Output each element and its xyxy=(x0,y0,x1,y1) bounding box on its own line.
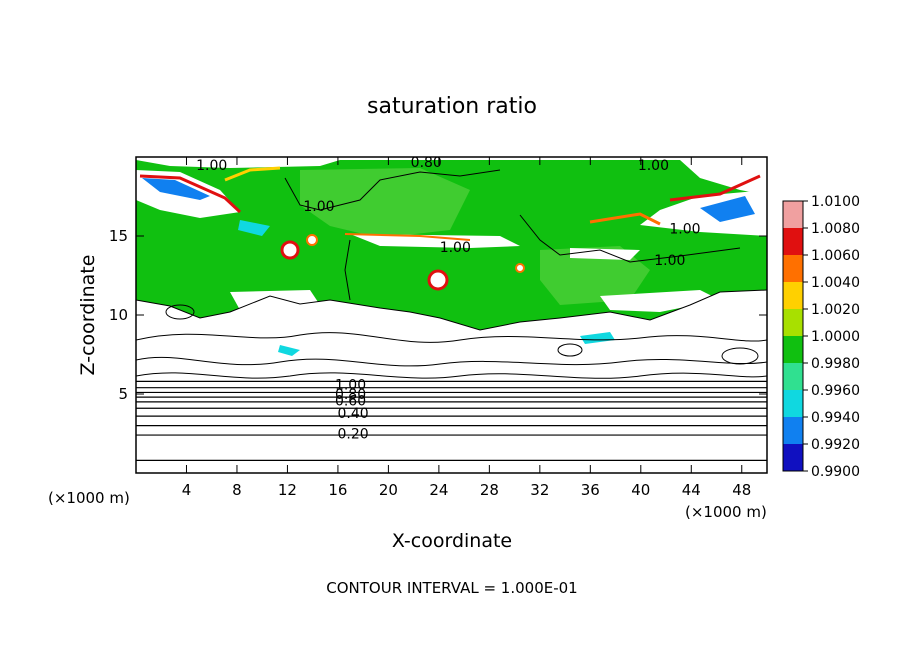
colorbar-swatch xyxy=(783,309,803,336)
contour-line xyxy=(557,343,583,357)
colorbar-label: 0.9960 xyxy=(811,383,860,399)
colorbar-label: 1.0100 xyxy=(811,194,860,210)
x-tick-label: 36 xyxy=(581,481,600,499)
contour-label: 1.00 xyxy=(303,199,334,215)
x-tick-label: 44 xyxy=(682,481,701,499)
y-axis-ticks: 5 10 15 xyxy=(109,227,767,403)
chart-title: saturation ratio xyxy=(367,94,537,119)
x-tick-label: 8 xyxy=(232,481,242,499)
contour-interval-note: CONTOUR INTERVAL = 1.000E-01 xyxy=(326,579,577,597)
saturation-field xyxy=(136,157,767,473)
white-gap xyxy=(350,234,520,248)
x-origin-unit: (×1000 m) xyxy=(48,489,130,507)
yellow-edge xyxy=(224,166,281,182)
red-edge xyxy=(139,174,242,214)
contour-line xyxy=(284,169,501,211)
colorbar-label: 0.9980 xyxy=(811,356,860,372)
x-tick-label: 48 xyxy=(732,481,751,499)
contour-label: 0.60 xyxy=(335,393,366,409)
orange-edge xyxy=(344,233,471,241)
colorbar-swatch xyxy=(783,336,803,363)
light-green-patch xyxy=(540,246,650,305)
contour-line xyxy=(721,347,759,365)
contour-line xyxy=(136,289,767,331)
colorbar-label: 1.0040 xyxy=(811,275,860,291)
blue-patch xyxy=(700,196,755,222)
red-ring xyxy=(427,269,449,291)
contour-line xyxy=(519,214,741,263)
y-tick-label: 10 xyxy=(109,306,128,324)
colorbar-swatch xyxy=(783,444,803,471)
x-tick-label: 16 xyxy=(328,481,347,499)
red-edge xyxy=(669,174,761,202)
cyan-patch xyxy=(238,220,270,236)
contour-labels: 1.000.801.001.001.001.001.001.000.800.60… xyxy=(196,155,700,443)
x-tick-label: 32 xyxy=(530,481,549,499)
y-tick-label: 15 xyxy=(109,227,128,245)
orange-edge xyxy=(589,212,661,226)
colorbar-label: 1.0060 xyxy=(811,248,860,264)
contour-label: 0.20 xyxy=(337,427,368,443)
x-axis-label: X-coordinate xyxy=(392,530,512,552)
colorbar: 1.0100 1.0080 1.0060 1.0040 1.0020 1.0000 0.99… xyxy=(782,194,860,480)
white-gap xyxy=(570,248,640,260)
x-axis-unit: (×1000 m) xyxy=(685,503,767,521)
y-axis-label: Z-coordinate xyxy=(77,255,99,376)
colorbar-label: 0.9920 xyxy=(811,437,860,453)
x-tick-label: 24 xyxy=(429,481,448,499)
contour-label: 1.00 xyxy=(669,221,700,237)
colorbar-swatch xyxy=(783,363,803,390)
white-gap xyxy=(680,160,767,195)
colorbar-swatch xyxy=(783,228,803,255)
x-tick-label: 40 xyxy=(631,481,650,499)
white-gap xyxy=(136,160,340,168)
cyan-patch xyxy=(278,345,300,356)
colorbar-label: 0.9900 xyxy=(811,464,860,480)
x-tick-label: 12 xyxy=(278,481,297,499)
contour-line xyxy=(136,372,767,379)
colorbar-swatch xyxy=(783,201,803,228)
colorbar-swatch xyxy=(783,255,803,282)
contour-label: 1.00 xyxy=(196,158,227,174)
contour-line xyxy=(344,239,351,301)
light-green-patch xyxy=(300,168,470,238)
y-tick-label: 5 xyxy=(118,385,128,403)
white-gap xyxy=(600,290,720,312)
colorbar-label: 1.0000 xyxy=(811,329,860,345)
colorbar-swatch xyxy=(783,417,803,444)
contour-label: 0.80 xyxy=(335,387,366,403)
contour-label: 1.00 xyxy=(440,240,471,256)
white-gap xyxy=(230,290,320,312)
contour-label: 1.00 xyxy=(638,158,669,174)
orange-ring xyxy=(306,234,318,246)
red-ring xyxy=(280,240,300,260)
contour-label: 0.80 xyxy=(411,155,442,171)
contour-label: 1.00 xyxy=(335,378,366,394)
contour-label: 1.00 xyxy=(654,253,685,269)
x-tick-label: 20 xyxy=(379,481,398,499)
contour-lines xyxy=(136,169,767,461)
blue-patch xyxy=(142,178,210,200)
contour-label: 0.40 xyxy=(337,406,368,422)
contour-line xyxy=(136,356,767,367)
x-tick-label: 28 xyxy=(480,481,499,499)
x-axis-ticks: 4 8 12 16 20 24 28 32 36 40 44 48 xyxy=(182,157,751,499)
x-tick-label: 4 xyxy=(182,481,192,499)
orange-ring xyxy=(515,263,525,273)
colorbar-label: 1.0020 xyxy=(811,302,860,318)
contour-line xyxy=(165,304,195,320)
colorbar-label: 1.0080 xyxy=(811,221,860,237)
cyan-patch xyxy=(580,332,615,344)
colorbar-swatch xyxy=(783,390,803,417)
colorbar-swatch xyxy=(783,282,803,309)
contour-line xyxy=(136,332,767,343)
colorbar-label: 0.9940 xyxy=(811,410,860,426)
